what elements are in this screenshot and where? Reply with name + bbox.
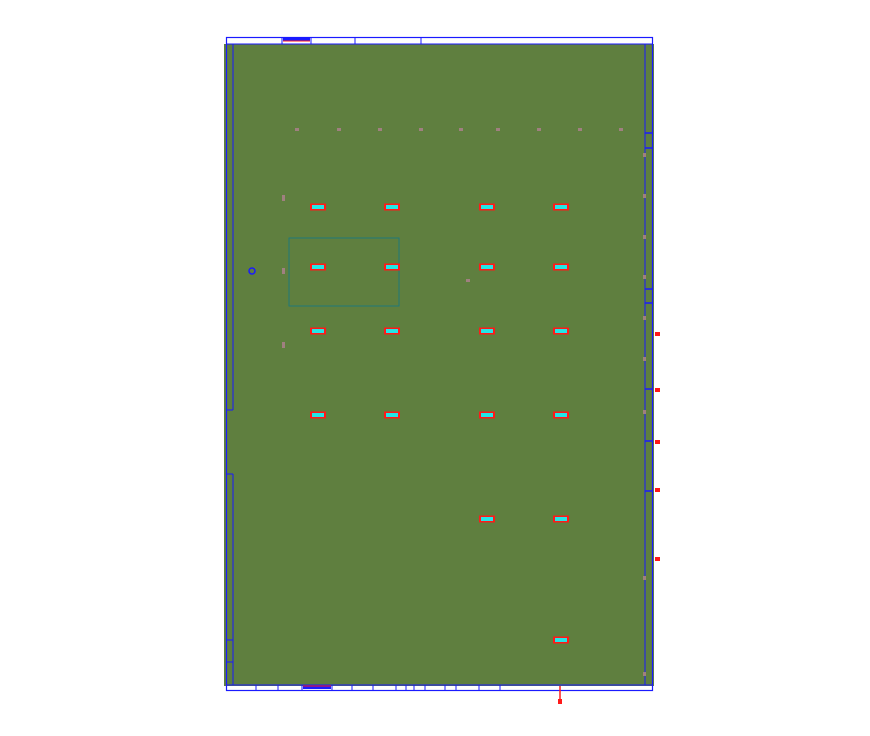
sensor-icon[interactable] bbox=[295, 128, 299, 131]
sensor-icon[interactable] bbox=[643, 153, 646, 157]
fixture-lamp bbox=[481, 329, 493, 333]
sensors bbox=[282, 128, 646, 676]
fixture-lamp bbox=[386, 265, 398, 269]
light-fixture-icon[interactable] bbox=[310, 203, 326, 211]
sensor-icon[interactable] bbox=[643, 672, 646, 676]
fixture-lamp bbox=[555, 329, 567, 333]
fixture-lamp bbox=[312, 265, 324, 269]
light-fixture-icon[interactable] bbox=[384, 327, 400, 335]
fixture-lamp bbox=[555, 517, 567, 521]
fixture-lamp bbox=[386, 205, 398, 209]
fixture-lamp bbox=[481, 205, 493, 209]
fixture-lamp bbox=[555, 265, 567, 269]
fixtures bbox=[310, 203, 569, 644]
sensor-icon[interactable] bbox=[537, 128, 541, 131]
light-fixture-icon[interactable] bbox=[310, 327, 326, 335]
fixture-lamp bbox=[555, 205, 567, 209]
fixture-lamp bbox=[312, 329, 324, 333]
sensor-icon[interactable] bbox=[496, 128, 500, 131]
sensor-icon[interactable] bbox=[643, 235, 646, 239]
floor-area bbox=[224, 44, 654, 686]
light-fixture-icon[interactable] bbox=[479, 263, 495, 271]
fixture-lamp bbox=[481, 517, 493, 521]
light-fixture-icon[interactable] bbox=[384, 203, 400, 211]
fixture-lamp bbox=[386, 413, 398, 417]
sensor-icon[interactable] bbox=[578, 128, 582, 131]
light-fixture-icon[interactable] bbox=[479, 327, 495, 335]
sensor-icon[interactable] bbox=[282, 342, 285, 348]
sensor-icon[interactable] bbox=[643, 357, 646, 361]
circle-node-icon[interactable] bbox=[248, 267, 256, 275]
red-tag-icon[interactable] bbox=[655, 332, 660, 336]
light-fixture-icon[interactable] bbox=[553, 636, 569, 644]
fixture-lamp bbox=[386, 329, 398, 333]
outer-wall bbox=[225, 36, 654, 692]
light-fixture-icon[interactable] bbox=[553, 203, 569, 211]
light-fixture-icon[interactable] bbox=[553, 263, 569, 271]
fixture-lamp bbox=[312, 413, 324, 417]
light-fixture-icon[interactable] bbox=[553, 327, 569, 335]
zone-outline[interactable] bbox=[288, 237, 400, 307]
fixture-lamp bbox=[555, 638, 567, 642]
light-fixture-icon[interactable] bbox=[384, 411, 400, 419]
door-bottom[interactable] bbox=[303, 686, 331, 689]
light-fixture-icon[interactable] bbox=[553, 515, 569, 523]
door-top[interactable] bbox=[283, 38, 310, 41]
light-fixture-icon[interactable] bbox=[479, 515, 495, 523]
sensor-icon[interactable] bbox=[643, 410, 646, 414]
fixture-lamp bbox=[312, 205, 324, 209]
sensor-icon[interactable] bbox=[643, 316, 646, 320]
red-tag-icon[interactable] bbox=[655, 388, 660, 392]
red-tag-icon[interactable] bbox=[655, 557, 660, 561]
sensor-icon[interactable] bbox=[378, 128, 382, 131]
light-fixture-icon[interactable] bbox=[310, 263, 326, 271]
light-fixture-icon[interactable] bbox=[310, 411, 326, 419]
light-fixture-icon[interactable] bbox=[479, 203, 495, 211]
fixture-lamp bbox=[481, 265, 493, 269]
sensor-icon[interactable] bbox=[643, 576, 646, 580]
red-tag-icon[interactable] bbox=[558, 699, 562, 704]
light-fixture-icon[interactable] bbox=[553, 411, 569, 419]
sensor-icon[interactable] bbox=[643, 275, 646, 279]
sensor-icon[interactable] bbox=[419, 128, 423, 131]
sensor-icon[interactable] bbox=[459, 128, 463, 131]
sensor-icon[interactable] bbox=[282, 195, 285, 201]
light-fixture-icon[interactable] bbox=[479, 411, 495, 419]
fixture-lamp bbox=[555, 413, 567, 417]
sensor-icon[interactable] bbox=[643, 194, 646, 198]
sensor-icon[interactable] bbox=[466, 279, 470, 282]
sensor-icon[interactable] bbox=[282, 268, 285, 274]
sensor-icon[interactable] bbox=[337, 128, 341, 131]
walls bbox=[225, 36, 654, 692]
markers bbox=[558, 332, 660, 704]
fixture-lamp bbox=[481, 413, 493, 417]
sensor-icon[interactable] bbox=[619, 128, 623, 131]
light-fixture-icon[interactable] bbox=[384, 263, 400, 271]
red-tag-icon[interactable] bbox=[655, 488, 660, 492]
red-tag-icon[interactable] bbox=[655, 440, 660, 444]
